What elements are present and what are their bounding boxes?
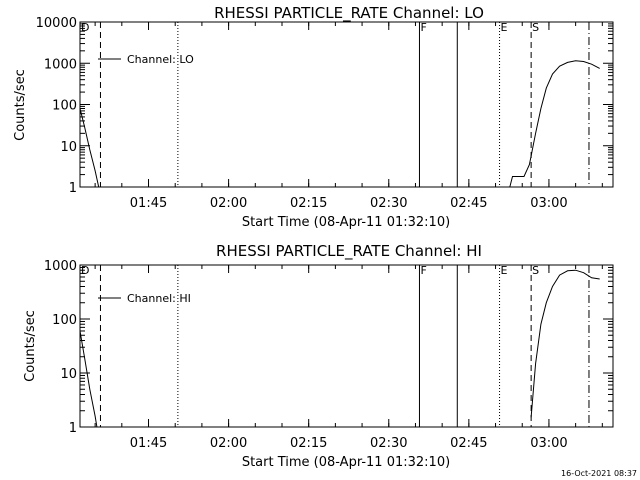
chart-title: RHESSI PARTICLE_RATE Channel: HI: [216, 242, 482, 261]
x-tick-label: 02:00: [210, 196, 247, 211]
legend: Channel: LO: [98, 53, 194, 66]
event-marker-label: E: [501, 264, 508, 277]
legend-label: Channel: LO: [127, 53, 194, 66]
y-tick-label: 1000: [44, 259, 77, 274]
x-tick-label: 03:00: [530, 436, 567, 451]
y-tick-label: 100: [52, 99, 77, 114]
x-tick-label: 02:15: [290, 196, 327, 211]
x-tick-label: 03:00: [530, 196, 567, 211]
chart-panel-lo: RHESSI PARTICLE_RATE Channel: LO Counts/…: [13, 4, 614, 230]
y-tick-label: 10: [60, 140, 77, 155]
series-line: [79, 330, 98, 428]
x-tick-label: 01:45: [130, 436, 167, 451]
series-line: [530, 269, 600, 418]
y-tick-label: 10000: [36, 16, 77, 31]
footer-date: 16-Oct-2021 08:37: [561, 469, 637, 478]
event-marker-label: D: [81, 21, 89, 34]
legend: Channel: HI: [98, 292, 191, 305]
event-marker-label: S: [532, 264, 539, 277]
series-line: [79, 108, 100, 188]
event-marker-label: D: [81, 264, 89, 277]
event-marker-label: F: [420, 264, 426, 277]
x-tick-label: 02:45: [450, 196, 487, 211]
event-marker-label: F: [420, 21, 426, 34]
chart-panel-hi: RHESSI PARTICLE_RATE Channel: HI Counts/…: [23, 242, 614, 470]
x-tick-label: 01:45: [130, 196, 167, 211]
x-tick-label: 02:30: [370, 436, 407, 451]
x-tick-label: 02:00: [210, 436, 247, 451]
x-axis-label: Start Time (08-Apr-11 01:32:10): [242, 455, 450, 470]
x-axis-label: Start Time (08-Apr-11 01:32:10): [242, 215, 450, 230]
y-tick-label: 1000: [44, 57, 77, 72]
event-marker-label: S: [532, 21, 539, 34]
x-tick-label: 02:15: [290, 436, 327, 451]
y-tick-label: 1: [69, 421, 77, 436]
x-tick-label: 02:30: [370, 196, 407, 211]
y-axis-label: Counts/sec: [13, 69, 28, 141]
series-line: [509, 60, 600, 188]
y-tick-label: 100: [52, 313, 77, 328]
y-tick-label: 1: [69, 181, 77, 196]
y-axis-label: Counts/sec: [23, 310, 38, 382]
event-marker-label: E: [501, 21, 508, 34]
x-tick-label: 02:45: [450, 436, 487, 451]
y-tick-label: 10: [60, 367, 77, 382]
chart-title: RHESSI PARTICLE_RATE Channel: LO: [214, 4, 484, 23]
legend-label: Channel: HI: [127, 292, 191, 305]
